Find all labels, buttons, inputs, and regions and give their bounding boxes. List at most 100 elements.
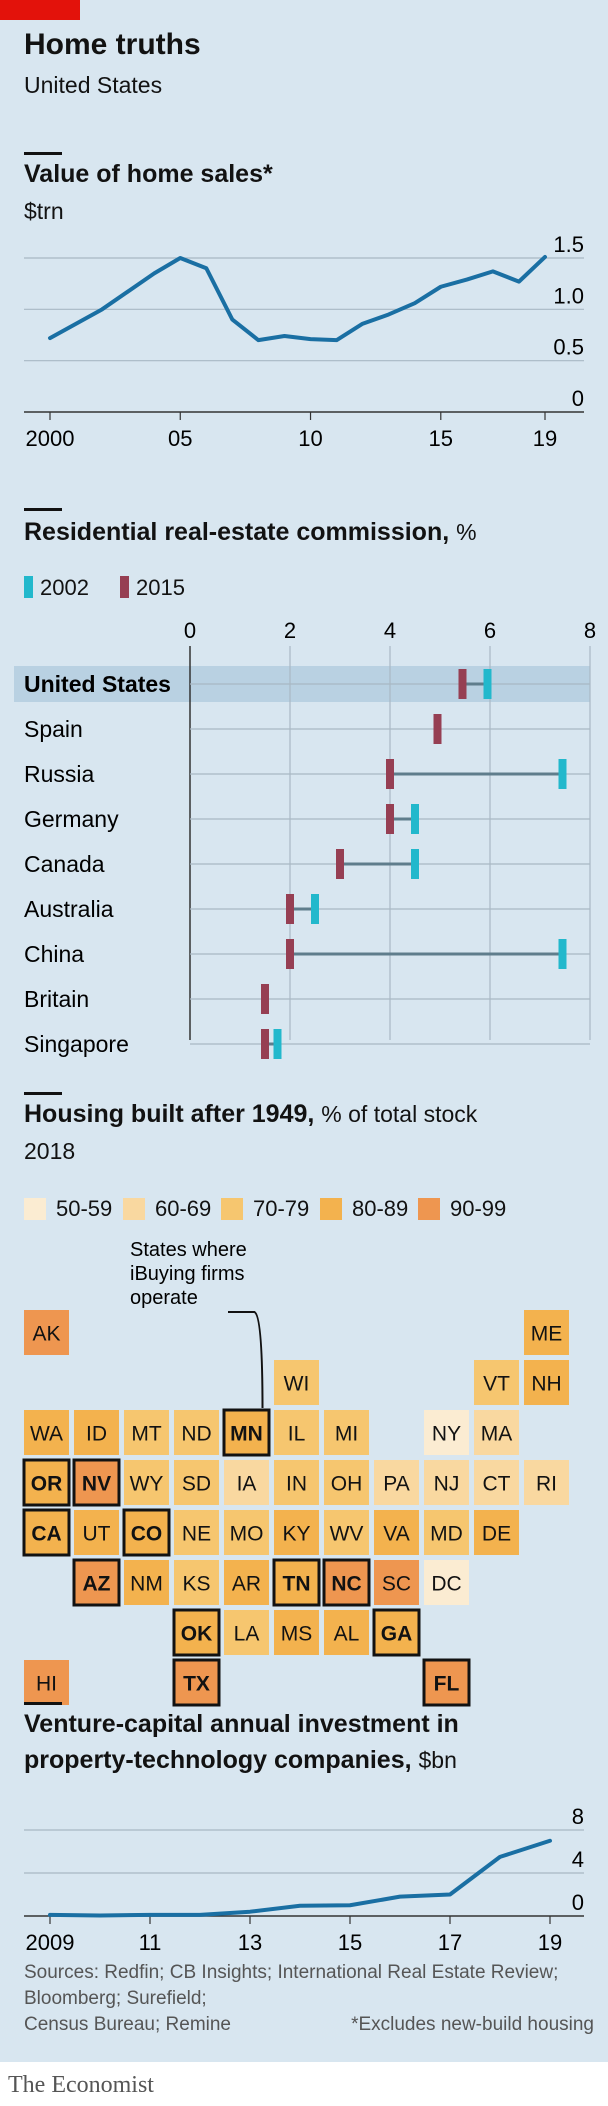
state-tile-al xyxy=(324,1610,369,1655)
state-tile-nd xyxy=(174,1410,219,1455)
state-label-nj: NJ xyxy=(434,1473,460,1496)
state-label-ia: IA xyxy=(237,1473,257,1496)
state-label-nm: NM xyxy=(130,1573,163,1596)
state-label-nd: ND xyxy=(181,1423,211,1446)
chart4-line-plot: 0 4 8 2009 11 13 15 17 19 xyxy=(24,1804,584,1955)
chart2-marker-2015 xyxy=(261,1029,269,1059)
chart1-xtick-label: 19 xyxy=(533,426,557,451)
chart3-annotation-line: iBuying firms xyxy=(130,1263,244,1285)
chart3-tile-map: AK ME WI VT NH WA ID MT ND MN IL MI NY MA OR NV WY SD IA IN… xyxy=(22,1239,569,1707)
chart2-country-label: Australia xyxy=(24,896,114,922)
state-label-wi: WI xyxy=(284,1373,310,1396)
state-tile-co xyxy=(122,1508,171,1557)
state-tile-nm xyxy=(124,1560,169,1605)
state-label-me: ME xyxy=(531,1323,563,1346)
state-tile-ia xyxy=(224,1460,269,1505)
state-tile-wv xyxy=(324,1510,369,1555)
state-label-al: AL xyxy=(334,1623,360,1646)
chart2-xtick-label: 8 xyxy=(584,618,596,643)
chart1-ytick-label: 1.0 xyxy=(553,283,584,308)
state-label-ga: GA xyxy=(381,1623,413,1646)
state-label-ks: KS xyxy=(182,1573,210,1596)
state-label-az: AZ xyxy=(83,1573,111,1596)
chart4-xtick-label: 2009 xyxy=(26,1930,75,1955)
state-label-id: ID xyxy=(86,1423,107,1446)
chart1-xtick-label: 05 xyxy=(168,426,192,451)
chart2-marker-2002 xyxy=(311,894,319,924)
chart4-title-line2: property-technology companies, $bn xyxy=(24,1746,457,1774)
state-tile-ut xyxy=(74,1510,119,1555)
state-label-de: DE xyxy=(482,1523,511,1546)
chart2-marker-2015 xyxy=(286,939,294,969)
chart-panel xyxy=(0,0,608,2062)
state-tile-sc xyxy=(374,1560,419,1605)
footer-note: *Excludes new-build housing xyxy=(351,2014,594,2035)
state-label-il: IL xyxy=(288,1423,306,1446)
state-label-ny: NY xyxy=(432,1423,461,1446)
state-label-mt: MT xyxy=(131,1423,161,1446)
state-tile-nh xyxy=(524,1360,569,1405)
state-tile-ne xyxy=(174,1510,219,1555)
state-tile-mn xyxy=(222,1408,271,1457)
state-tile-ok xyxy=(172,1608,221,1657)
chart2-marker-2002 xyxy=(558,759,567,789)
chart3-annotation-line: operate xyxy=(130,1287,198,1309)
chart1-ytick-label: 0 xyxy=(572,386,584,411)
state-label-ct: CT xyxy=(483,1473,511,1496)
chart2-marker-2015 xyxy=(336,849,344,879)
chart2-country-label: China xyxy=(24,941,84,967)
chart3-legend-label: 70-79 xyxy=(253,1196,310,1221)
chart2-country-label: United States xyxy=(24,671,171,697)
state-label-mo: MO xyxy=(230,1523,264,1546)
page-title: Home truths xyxy=(24,28,201,61)
chart3-title: Housing built after 1949, % of total sto… xyxy=(24,1100,478,1128)
state-label-nv: NV xyxy=(82,1473,111,1496)
chart4-xtick-label: 15 xyxy=(338,1930,362,1955)
chart2-marker-2002 xyxy=(273,1029,282,1059)
state-label-ar: AR xyxy=(232,1573,261,1596)
state-tile-ri xyxy=(524,1460,569,1505)
chart2-marker-2015 xyxy=(386,759,394,789)
chart1-xtick-label: 2000 xyxy=(26,426,75,451)
state-tile-il xyxy=(274,1410,319,1455)
chart1-ytick-label: 1.5 xyxy=(553,232,584,257)
state-tile-fl xyxy=(422,1658,471,1707)
chart2-country-label: Singapore xyxy=(24,1031,129,1057)
legend-2015-swatch xyxy=(120,576,129,598)
chart1-title: Value of home sales* xyxy=(24,160,273,188)
chart4-series-line xyxy=(48,1838,552,1918)
chart1-series-line xyxy=(48,254,547,343)
state-tile-pa xyxy=(374,1460,419,1505)
state-tile-tx xyxy=(172,1658,221,1707)
chart4-title-line1: Venture-capital annual investment in xyxy=(24,1710,459,1738)
state-tile-ga xyxy=(372,1608,421,1657)
state-tile-tn xyxy=(272,1558,321,1607)
state-tile-mt xyxy=(124,1410,169,1455)
state-tile-nc xyxy=(322,1558,371,1607)
state-tile-ca xyxy=(22,1508,71,1557)
chart2-xtick-label: 2 xyxy=(284,618,296,643)
chart3-legend-label: 80-89 xyxy=(352,1196,409,1221)
state-tile-sd xyxy=(174,1460,219,1505)
chart3-annotation-leader xyxy=(228,1311,264,1409)
chart3-legend-swatch xyxy=(24,1198,46,1220)
state-label-ut: UT xyxy=(83,1523,111,1546)
chart2-country-label: Russia xyxy=(24,761,95,787)
state-label-wa: WA xyxy=(30,1423,63,1446)
state-tile-me xyxy=(524,1310,569,1355)
chart1-xtick-label: 10 xyxy=(298,426,322,451)
state-tile-ak xyxy=(24,1310,69,1355)
state-label-md: MD xyxy=(430,1523,463,1546)
chart2-rule xyxy=(24,508,62,511)
chart3-legend-swatch xyxy=(123,1198,145,1220)
state-tile-id xyxy=(74,1410,119,1455)
state-label-dc: DC xyxy=(431,1573,461,1596)
state-label-hi: HI xyxy=(36,1673,57,1696)
state-tile-wi xyxy=(274,1360,319,1405)
state-tile-vt xyxy=(474,1360,519,1405)
chart4-xtick-label: 19 xyxy=(538,1930,562,1955)
chart2-marker-2015 xyxy=(261,984,269,1014)
state-tile-md xyxy=(424,1510,469,1555)
chart3-legend-swatch xyxy=(320,1198,342,1220)
state-tile-wy xyxy=(124,1460,169,1505)
